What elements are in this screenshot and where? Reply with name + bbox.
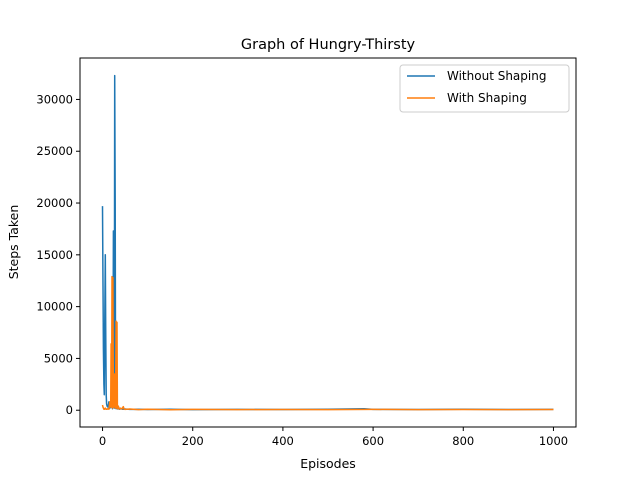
y-ticks: 0 5000 10000 15000 20000 25000 30000 xyxy=(36,92,80,417)
legend-label-1: With Shaping xyxy=(447,91,527,105)
x-axis-label: Episodes xyxy=(300,456,356,471)
y-tick-label: 0 xyxy=(66,403,73,417)
x-tick-label: 1000 xyxy=(539,434,568,448)
x-tick-label: 600 xyxy=(362,434,384,448)
x-tick-label: 800 xyxy=(452,434,474,448)
x-tick-label: 200 xyxy=(182,434,204,448)
y-tick-label: 20000 xyxy=(36,196,73,210)
legend-label-0: Without Shaping xyxy=(447,69,546,83)
x-ticks: 0 200 400 600 800 1000 xyxy=(99,427,568,448)
x-tick-label: 0 xyxy=(99,434,106,448)
y-tick-label: 25000 xyxy=(36,144,73,158)
series-line-1 xyxy=(101,275,554,411)
y-tick-label: 30000 xyxy=(36,92,73,106)
series-layer xyxy=(101,74,554,411)
legend-box xyxy=(399,64,570,113)
y-tick-label: 15000 xyxy=(36,248,73,262)
y-axis-label: Steps Taken xyxy=(6,205,21,280)
chart-title: Graph of Hungry-Thirsty xyxy=(241,37,416,53)
x-tick-label: 400 xyxy=(272,434,294,448)
legend: Without Shaping With Shaping xyxy=(399,64,570,113)
y-tick-label: 10000 xyxy=(36,300,73,314)
y-tick-label: 5000 xyxy=(44,351,73,365)
plot-frame xyxy=(79,57,577,428)
